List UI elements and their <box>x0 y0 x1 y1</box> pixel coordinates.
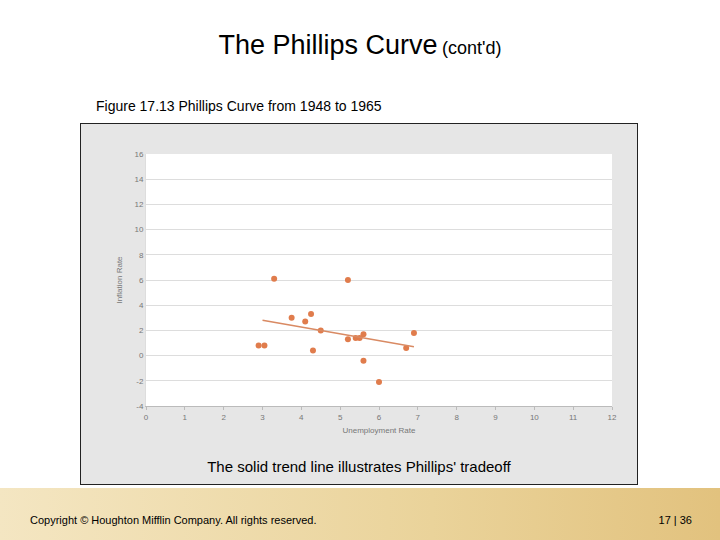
html-text:Copyright © Houghton Mifflin C: Copyright © Houghton Mifflin Company. Al… <box>30 514 317 526</box>
svg-text:3: 3 <box>260 413 265 422</box>
svg-text:8: 8 <box>454 413 459 422</box>
svg-text:12: 12 <box>134 200 143 209</box>
svg-text:Unemployment Rate: Unemployment Rate <box>343 426 416 435</box>
svg-text:14: 14 <box>134 175 143 184</box>
svg-text:2: 2 <box>139 326 144 335</box>
svg-text:6: 6 <box>139 276 144 285</box>
svg-text:4: 4 <box>139 301 144 310</box>
html-text:The solid trend line illustrat: The solid trend line illustrates Phillip… <box>207 458 511 475</box>
svg-text:4: 4 <box>299 413 304 422</box>
svg-text:9: 9 <box>493 413 498 422</box>
svg-text:7: 7 <box>416 413 421 422</box>
svg-text:-4: -4 <box>136 402 144 411</box>
svg-text:1: 1 <box>183 413 188 422</box>
svg-text:2: 2 <box>221 413 226 422</box>
svg-text:5: 5 <box>338 413 343 422</box>
svg-text:10: 10 <box>530 413 539 422</box>
svg-text:6: 6 <box>377 413 382 422</box>
svg-text:11: 11 <box>569 413 578 422</box>
svg-text:0: 0 <box>144 413 149 422</box>
svg-text:0: 0 <box>139 351 144 360</box>
html-text:The Phillips Curve (cont'd): The Phillips Curve (cont'd) <box>218 30 502 60</box>
svg-text:16: 16 <box>134 150 143 159</box>
svg-text:10: 10 <box>134 225 143 234</box>
html-text:Figure 17.13 Phillips Curve fr: Figure 17.13 Phillips Curve from 1948 to… <box>96 98 382 114</box>
html-text:17 | 36: 17 | 36 <box>658 514 692 526</box>
svg-text:Inflation Rate: Inflation Rate <box>115 256 124 304</box>
svg-text:12: 12 <box>608 413 617 422</box>
svg-text:-2: -2 <box>136 377 144 386</box>
svg-text:8: 8 <box>139 251 144 260</box>
